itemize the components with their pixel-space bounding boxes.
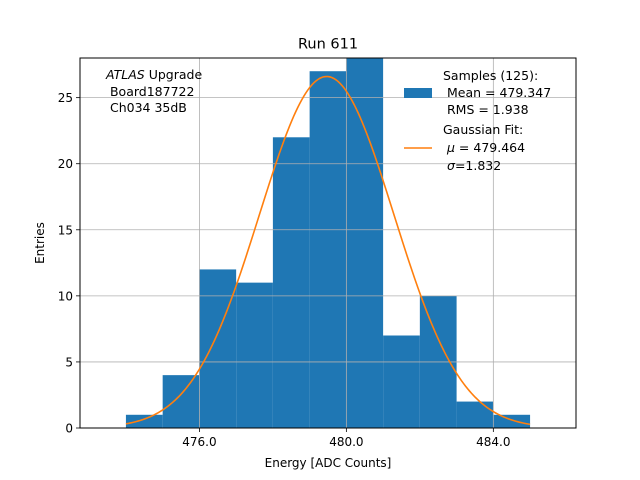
fit-curve-layer [125,75,531,426]
y-tick-label: 5 [65,355,73,369]
histogram-bar [162,375,200,428]
x-tick-label: 476.0 [182,435,216,449]
x-tick-label: 480.0 [329,435,363,449]
histogram-bar [199,269,237,428]
atlas-annotation: ATLAS Upgrade Board187722 Ch034 35dB [105,67,202,115]
histogram-bar [125,414,163,428]
legend-samples-swatch [404,88,432,98]
sigma-symbol: σ [447,158,456,173]
x-axis-ticks: 476.0 480.0 484.0 [182,428,511,449]
y-axis-ticks: 0 5 10 15 20 25 [58,91,80,436]
legend-samples-mean: Mean = 479.347 [443,85,551,100]
histogram-bar [493,414,531,428]
chart-title: Run 611 [298,37,358,53]
histogram-bar [383,335,420,428]
legend-samples-title: Samples (125): [443,68,538,83]
y-axis-label: Entries [33,222,47,264]
x-tick-label: 484.0 [476,435,510,449]
legend: Samples (125): Mean = 479.347 RMS = 1.93… [404,68,551,173]
x-axis-label: Energy [ADC Counts] [265,456,392,470]
mu-value: = 479.464 [455,140,525,155]
y-tick-label: 20 [58,157,73,171]
legend-fit-sigma: σ=1.832 [447,158,501,173]
histogram-bar [236,282,273,428]
mu-symbol: μ [446,140,455,155]
plot-frame [79,57,577,429]
legend-fit-title: Gaussian Fit: [443,122,523,137]
y-tick-label: 15 [58,223,73,237]
upgrade-label: Upgrade [145,67,203,82]
histogram-bar [456,401,494,428]
annotation-line-1: ATLAS Upgrade [105,67,202,82]
histogram-bar [309,71,347,428]
histogram-bar [272,137,310,429]
gaussian-fit-curve [125,75,531,426]
annotation-channel: Ch034 35dB [106,100,187,115]
atlas-label: ATLAS [105,67,145,82]
annotation-board: Board187722 [106,84,194,99]
legend-samples-rms: RMS = 1.938 [443,102,529,117]
y-tick-label: 10 [58,289,73,303]
legend-fit-mu: μ = 479.464 [446,140,525,155]
histogram-bar [346,58,384,428]
y-tick-label: 0 [65,422,73,436]
sigma-value: =1.832 [455,158,501,173]
y-tick-label: 25 [58,91,73,105]
histogram-bars [125,58,531,429]
